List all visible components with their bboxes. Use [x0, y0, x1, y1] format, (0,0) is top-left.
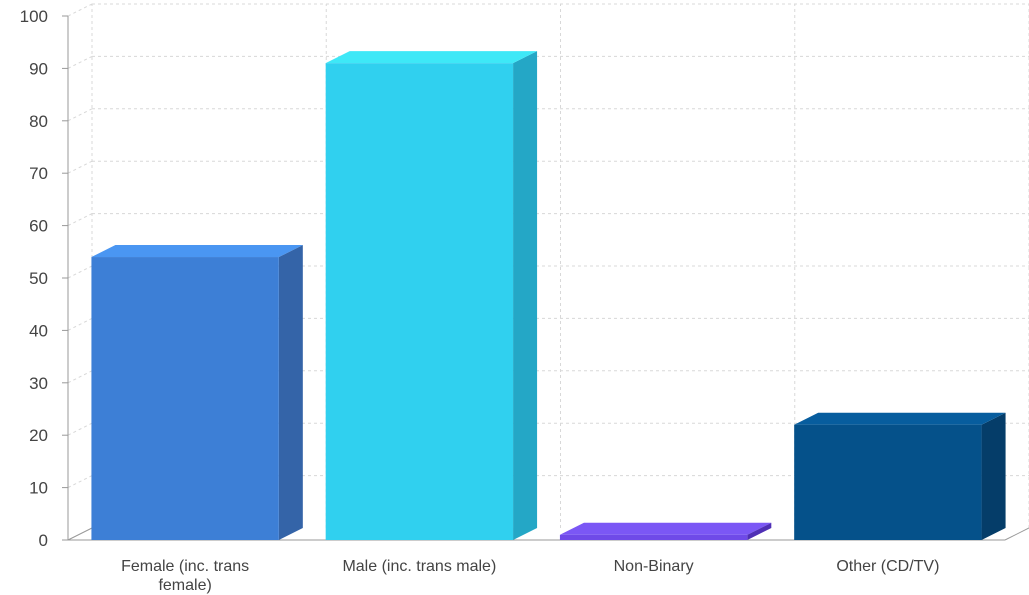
bar — [325, 51, 538, 540]
y-tick-label: 70 — [29, 164, 48, 183]
gridline-y-connector — [67, 370, 93, 384]
y-tick-label: 0 — [39, 531, 48, 550]
bar-side — [278, 245, 303, 541]
y-axis-tick-labels: 0 10 20 30 40 50 60 70 80 90 100 — [20, 7, 48, 550]
bar-front — [325, 63, 514, 540]
x-category-label-line: Non-Binary — [614, 558, 694, 575]
gridline-y-connector — [67, 3, 93, 17]
y-tick-label: 50 — [29, 269, 48, 288]
bar-top — [91, 245, 303, 258]
bar-top — [559, 522, 772, 535]
bar — [794, 412, 1006, 540]
floor-edge-left — [67, 527, 93, 541]
gridline-y-connector — [67, 265, 93, 279]
bar-front — [91, 257, 279, 540]
y-tick-label: 80 — [29, 112, 48, 131]
gridline-y-connector — [67, 108, 93, 122]
bar-top — [794, 412, 1006, 425]
bar-side — [513, 51, 538, 540]
bar-side — [747, 522, 772, 540]
bar-front — [794, 424, 982, 540]
x-category-label: Non-Binary — [614, 558, 694, 575]
x-category-label: Female (inc. trans female) — [121, 558, 249, 594]
x-category-label: Other (CD/TV) — [836, 558, 939, 575]
y-tick-label: 40 — [29, 321, 48, 340]
y-tick-label: 20 — [29, 426, 48, 445]
gridline-y-connector — [67, 213, 93, 227]
x-category-label: Male (inc. trans male) — [342, 558, 496, 575]
y-tick-label: 90 — [29, 59, 48, 78]
gridline-y-connector — [67, 317, 93, 331]
x-category-label-line: female) — [158, 577, 211, 594]
gridline-y-connector — [67, 160, 93, 174]
bar-top — [325, 51, 538, 64]
x-category-label-line: Male (inc. trans male) — [342, 558, 496, 575]
y-tick-label: 10 — [29, 479, 48, 498]
bars — [91, 51, 1006, 541]
x-axis-category-labels: Female (inc. trans female) Male (inc. tran… — [121, 558, 939, 594]
y-tick-label: 100 — [20, 7, 48, 26]
y-tick-label: 30 — [29, 374, 48, 393]
gridline-y-connector — [67, 422, 93, 436]
gridline-y-connector — [67, 55, 93, 69]
x-category-label-line: Female (inc. trans — [121, 558, 249, 575]
bar-front — [559, 534, 748, 540]
floor-edge-right — [1004, 527, 1029, 541]
y-tick-label: 60 — [29, 217, 48, 236]
bar — [91, 245, 303, 541]
x-category-label-line: Other (CD/TV) — [836, 558, 939, 575]
gridline-y-connector — [67, 475, 93, 489]
bar — [559, 522, 772, 540]
bar-side — [981, 412, 1006, 540]
